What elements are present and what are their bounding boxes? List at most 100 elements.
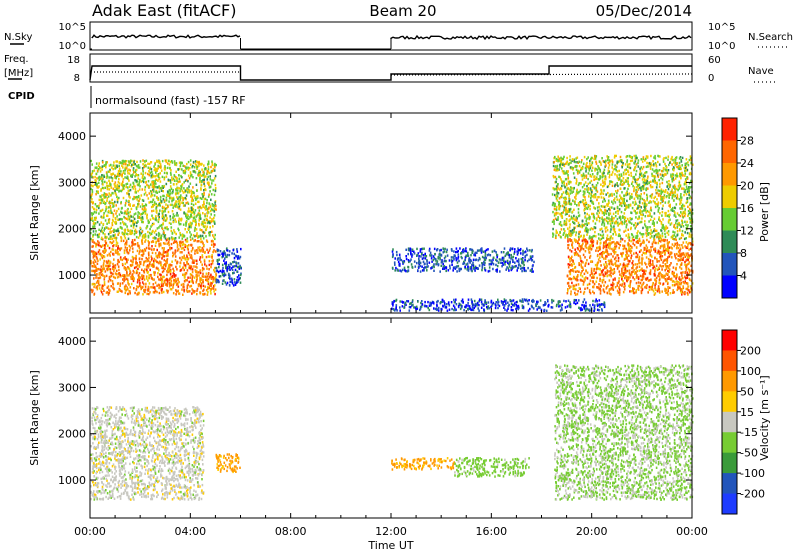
power-cell xyxy=(190,273,193,277)
power-cell xyxy=(584,192,586,195)
power-cell xyxy=(601,216,604,219)
power-cell xyxy=(159,209,161,212)
power-cell xyxy=(94,222,97,225)
power-cell xyxy=(200,174,203,177)
power-cell xyxy=(105,208,107,211)
power-cell xyxy=(202,248,205,251)
power-cell xyxy=(153,187,155,190)
power-cell xyxy=(433,263,435,266)
power-cell xyxy=(207,282,210,286)
power-cell xyxy=(576,301,579,305)
power-cell xyxy=(194,235,196,238)
power-cell xyxy=(488,259,491,262)
power-cell xyxy=(126,212,128,216)
power-cell xyxy=(238,267,241,270)
power-cell xyxy=(613,228,616,231)
power-cell xyxy=(420,305,423,308)
power-cell xyxy=(189,216,191,219)
power-cell xyxy=(572,166,575,170)
power-cell xyxy=(418,261,420,265)
power-cell xyxy=(639,170,642,173)
power-cell xyxy=(167,267,170,270)
power-cell xyxy=(678,213,680,217)
power-cell xyxy=(560,224,563,227)
power-cell xyxy=(552,235,554,238)
power-cell xyxy=(209,231,211,234)
power-cell xyxy=(462,250,465,254)
power-cell xyxy=(175,163,178,167)
power-cell xyxy=(214,189,217,193)
power-cell xyxy=(135,262,137,265)
power-cell xyxy=(200,237,202,241)
power-cell xyxy=(97,205,99,208)
power-cell xyxy=(190,244,193,247)
power-cell xyxy=(95,190,98,193)
power-cell xyxy=(109,204,112,208)
power-cell xyxy=(226,281,229,285)
power-cell xyxy=(101,284,104,287)
power-cell xyxy=(132,241,134,244)
power-cell xyxy=(157,267,159,270)
power-cell xyxy=(472,261,474,264)
power-cell xyxy=(182,256,185,260)
power-cell xyxy=(464,249,466,252)
power-cell xyxy=(442,251,445,254)
power-cell xyxy=(166,261,168,265)
power-cell xyxy=(456,250,459,253)
power-cell xyxy=(194,202,197,205)
power-cell xyxy=(212,278,215,281)
power-cell xyxy=(214,292,216,296)
power-cell xyxy=(153,291,156,294)
power-cell xyxy=(602,205,604,208)
power-cell xyxy=(144,212,147,215)
power-cell xyxy=(667,220,670,223)
power-cell xyxy=(229,265,231,269)
power-cell xyxy=(439,249,441,252)
power-cell xyxy=(626,193,629,196)
power-cell xyxy=(190,284,193,288)
power-cell xyxy=(208,276,211,279)
power-cell xyxy=(224,257,226,260)
power-cell xyxy=(187,174,190,177)
power-cell xyxy=(236,276,239,279)
power-cell xyxy=(128,195,130,198)
power-cell xyxy=(150,276,153,280)
power-cell xyxy=(180,186,183,189)
power-cell xyxy=(206,240,209,243)
power-cell xyxy=(568,229,571,232)
power-cell xyxy=(237,278,240,282)
power-cell xyxy=(658,235,661,239)
power-cell xyxy=(423,304,426,308)
power-cell xyxy=(405,257,408,261)
power-cell xyxy=(215,273,217,277)
power-cell xyxy=(606,155,608,158)
power-cell xyxy=(170,280,173,283)
power-cell xyxy=(120,210,122,214)
power-cell xyxy=(91,290,93,294)
power-cell xyxy=(467,251,469,255)
power-cell xyxy=(578,164,581,168)
power-cell xyxy=(681,187,683,190)
power-cell xyxy=(682,234,684,237)
power-cell xyxy=(391,266,394,270)
power-cell xyxy=(119,284,121,287)
power-cell xyxy=(190,226,192,229)
power-cell xyxy=(102,264,105,267)
power-cell xyxy=(148,241,150,244)
power-cell xyxy=(112,252,114,256)
power-cell xyxy=(92,233,94,237)
power-cell xyxy=(233,278,236,281)
power-cell xyxy=(168,221,171,225)
power-cell xyxy=(187,166,190,169)
power-cell xyxy=(581,223,584,226)
power-cell xyxy=(162,210,165,213)
power-cell xyxy=(552,164,555,168)
power-cell xyxy=(240,266,242,269)
power-cell xyxy=(127,237,130,240)
power-cell xyxy=(192,280,194,283)
power-cell xyxy=(481,255,484,259)
power-cell xyxy=(669,205,671,209)
power-cell xyxy=(189,182,192,185)
power-cell xyxy=(128,267,131,271)
power-cell xyxy=(392,248,394,251)
